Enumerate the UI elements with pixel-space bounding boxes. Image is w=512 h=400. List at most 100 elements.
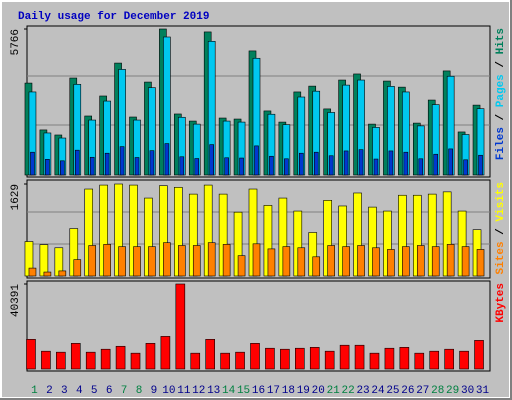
bar [56, 351, 66, 370]
x-tick-label: 16 [252, 385, 265, 397]
x-tick-label: 26 [401, 385, 414, 397]
legend-separator: / [495, 54, 507, 74]
y-tick-label: 5766 [10, 29, 22, 55]
bar [133, 246, 141, 277]
x-tick-label: 29 [446, 385, 459, 397]
bar [284, 158, 289, 176]
x-tick-label: 31 [476, 385, 490, 397]
bar [416, 245, 425, 277]
bar [357, 245, 365, 277]
bar [222, 244, 231, 277]
bar [250, 343, 260, 370]
bar [403, 151, 409, 176]
x-tick-label: 18 [282, 385, 295, 397]
bar [476, 249, 485, 277]
bar [118, 246, 126, 277]
bar [295, 347, 305, 370]
bar [26, 339, 36, 370]
bar [39, 244, 49, 277]
bar [60, 160, 65, 176]
bar [207, 242, 216, 277]
bar [163, 242, 171, 277]
bar [297, 247, 306, 277]
bar [115, 345, 126, 370]
bar [178, 245, 186, 277]
bar [265, 347, 275, 370]
x-tick-label: 30 [461, 385, 474, 397]
bar [254, 145, 259, 176]
chart-title: Daily usage for December 2019 [18, 11, 209, 23]
x-tick-label: 22 [342, 385, 355, 397]
bar [327, 245, 335, 277]
x-tick-label: 15 [237, 385, 250, 397]
legend-entry: Visits [495, 182, 507, 222]
bar [429, 350, 440, 370]
x-tick-label: 1 [31, 385, 38, 397]
bar [30, 151, 35, 176]
bar [45, 159, 50, 176]
bar [119, 146, 125, 176]
bar [474, 340, 484, 370]
bar [235, 351, 245, 370]
bar [220, 352, 230, 370]
bar [358, 149, 364, 176]
bar [463, 159, 468, 176]
bar [309, 347, 320, 370]
bar [89, 156, 95, 176]
bar [237, 255, 246, 277]
x-tick-label: 2 [46, 385, 53, 397]
bar [70, 343, 81, 370]
x-tick-label: 24 [371, 385, 385, 397]
bar [459, 350, 469, 370]
x-tick-label: 6 [106, 385, 113, 397]
bar [339, 344, 350, 370]
bar [433, 153, 439, 176]
bar [160, 336, 171, 370]
legend: KBytes [495, 283, 507, 323]
legend: Files / Pages / Hits [495, 28, 507, 160]
x-tick-label: 19 [297, 385, 310, 397]
y-tick-label: 1629 [10, 184, 22, 210]
bar [418, 158, 424, 176]
bar [373, 158, 379, 176]
legend: Sites / Visits [495, 182, 507, 274]
bar [269, 155, 274, 176]
x-tick-label: 28 [431, 385, 444, 397]
bar [313, 151, 319, 176]
bar [145, 343, 156, 370]
bar [164, 143, 170, 176]
x-tick-label: 11 [177, 385, 191, 397]
bar [343, 150, 349, 176]
bar [312, 256, 321, 277]
bar [324, 350, 335, 370]
bar [149, 150, 155, 176]
bar [104, 152, 110, 176]
bar [148, 246, 156, 277]
bar [41, 350, 51, 370]
y-tick-label: 40391 [10, 284, 22, 317]
x-tick-label: 7 [121, 385, 128, 397]
bar [88, 245, 97, 277]
legend-entry: KBytes [495, 283, 507, 323]
bar [205, 339, 215, 370]
x-tick-label: 12 [192, 385, 205, 397]
bar [100, 348, 111, 370]
bar [190, 352, 201, 370]
x-tick-label: 8 [136, 385, 143, 397]
bar [224, 157, 229, 176]
bar [369, 352, 380, 370]
bar [478, 154, 483, 176]
bar [387, 249, 395, 277]
bar [399, 347, 410, 370]
bar [461, 246, 470, 277]
bar [103, 244, 111, 277]
bar [446, 244, 455, 277]
bar [372, 247, 380, 277]
bar [209, 144, 214, 176]
bar [239, 157, 244, 176]
x-tick-label: 17 [267, 385, 280, 397]
bar [175, 283, 186, 370]
x-tick-label: 23 [356, 385, 369, 397]
